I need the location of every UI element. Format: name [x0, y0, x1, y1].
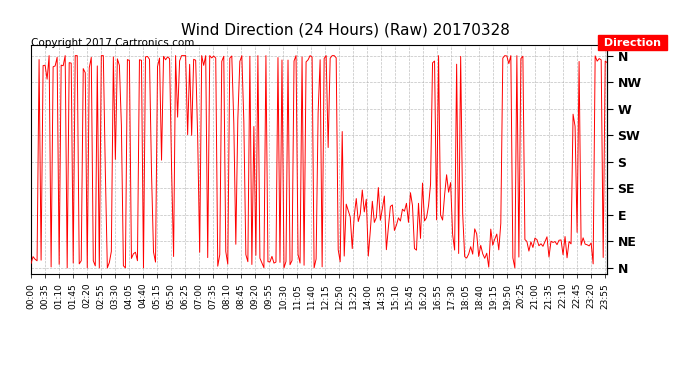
Text: Direction: Direction	[600, 38, 665, 48]
Text: Wind Direction (24 Hours) (Raw) 20170328: Wind Direction (24 Hours) (Raw) 20170328	[181, 22, 509, 38]
Text: Copyright 2017 Cartronics.com: Copyright 2017 Cartronics.com	[31, 38, 195, 48]
